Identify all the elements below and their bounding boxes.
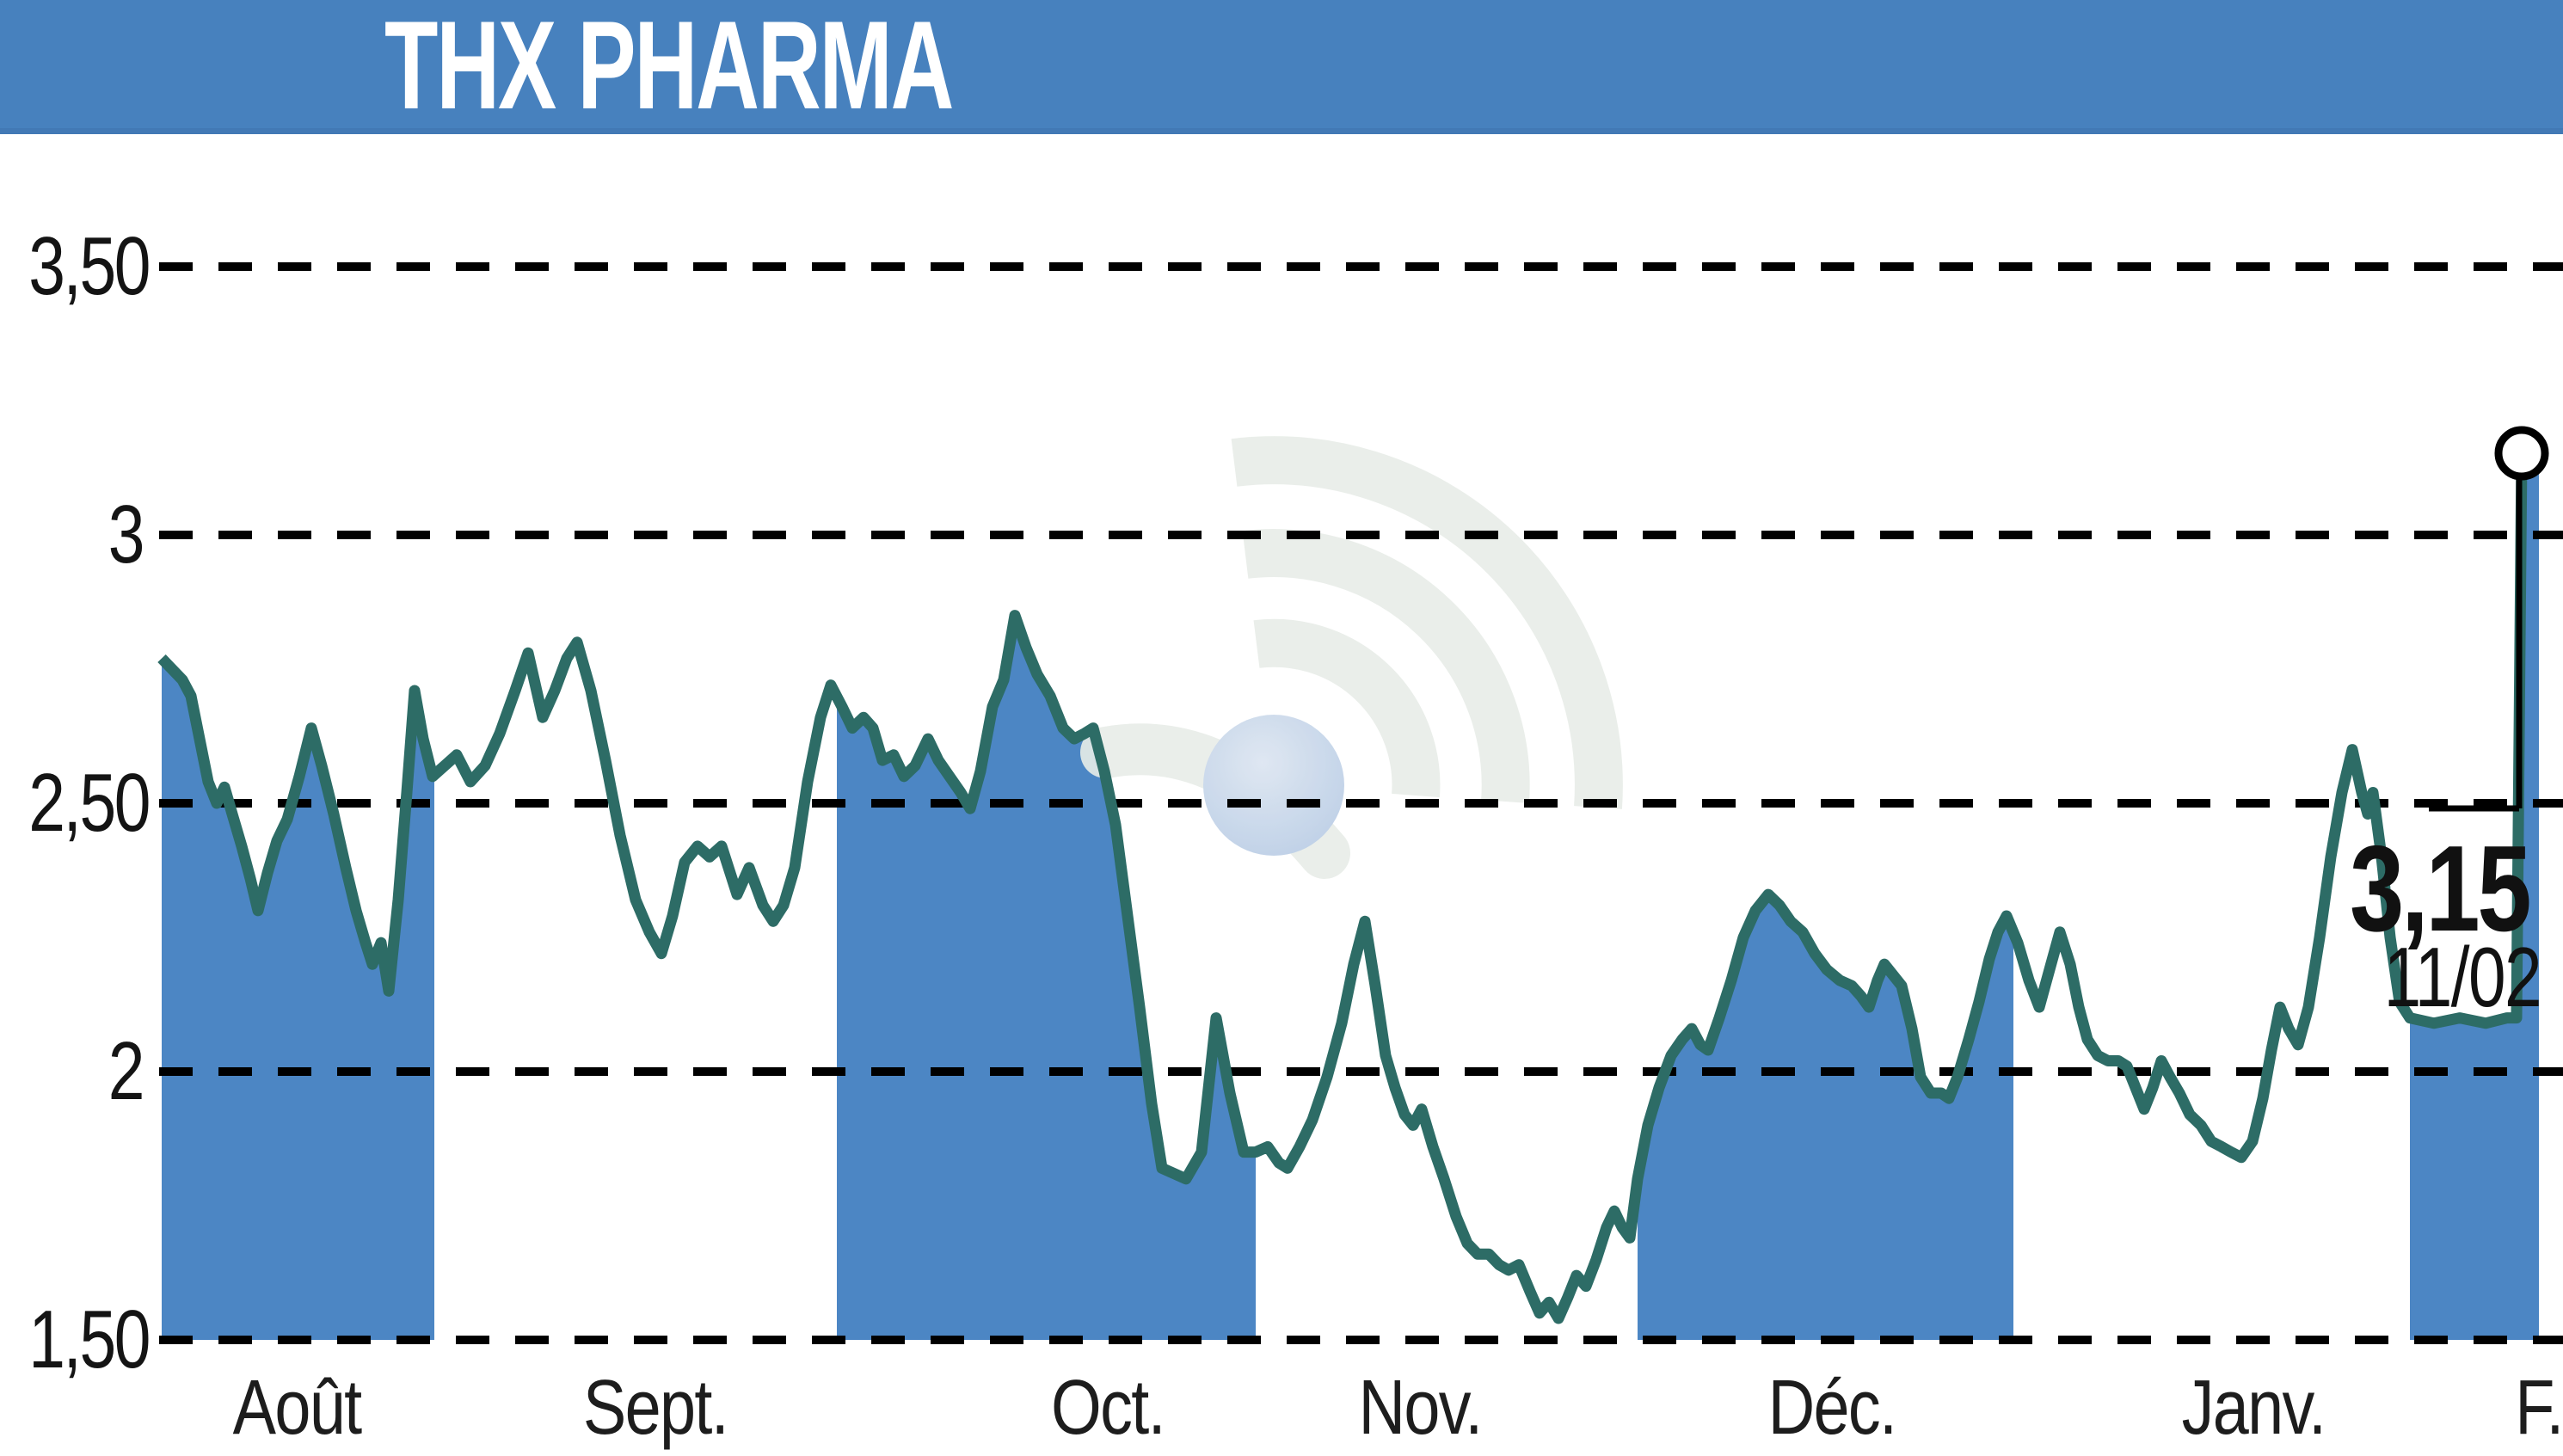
chart-title: THX PHARMA bbox=[384, 0, 954, 135]
y-axis-label: 2,50 bbox=[28, 757, 151, 849]
x-axis-label-dc: Déc. bbox=[1767, 1365, 1897, 1451]
watermark-wave-icon bbox=[1231, 436, 1623, 809]
x-axis-label-aot: Août bbox=[232, 1365, 362, 1451]
y-axis-label: 3 bbox=[108, 488, 145, 581]
title-bar: THX PHARMA bbox=[0, 0, 2563, 134]
month-area-fills bbox=[162, 454, 2539, 1340]
last-price-date: 11/02 bbox=[2383, 930, 2542, 1024]
area-fill bbox=[1638, 894, 2013, 1340]
price-line bbox=[157, 454, 2528, 1324]
x-axis-label-nov: Nov. bbox=[1358, 1365, 1483, 1451]
watermark-wave-icon bbox=[1242, 529, 1530, 803]
watermark-wave-icon bbox=[1253, 618, 1441, 798]
area-fill bbox=[162, 658, 434, 1340]
y-axis-label: 2 bbox=[108, 1025, 145, 1117]
area-fill bbox=[2410, 454, 2539, 1340]
x-axis-label-sept: Sept. bbox=[582, 1365, 729, 1451]
watermark-logo bbox=[1080, 436, 1623, 879]
x-axis-label-oct: Oct. bbox=[1051, 1365, 1166, 1451]
gridlines bbox=[159, 262, 2563, 1344]
y-axis-label: 3,50 bbox=[28, 220, 151, 312]
last-point-marker bbox=[2494, 426, 2549, 481]
x-axis-label-janv: Janv. bbox=[2181, 1365, 2326, 1451]
last-price-annotation bbox=[2429, 426, 2549, 812]
x-axis-label-f: F. bbox=[2515, 1365, 2563, 1451]
last-price-label: 3,15 bbox=[2349, 820, 2532, 957]
watermark-sphere-icon bbox=[1203, 715, 1344, 856]
area-fill bbox=[837, 615, 1256, 1340]
y-axis-label: 1,50 bbox=[28, 1293, 151, 1385]
